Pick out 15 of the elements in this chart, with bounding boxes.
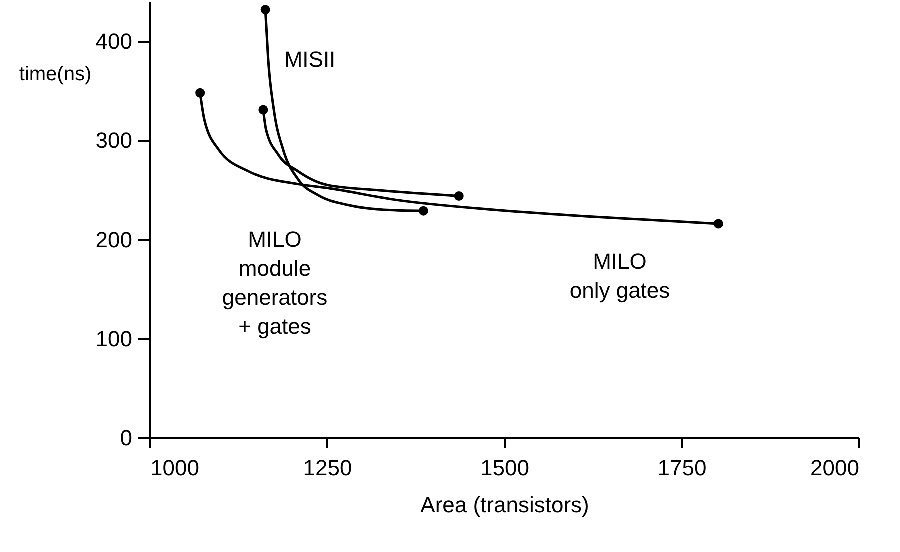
y-tick-label: 300 (96, 128, 132, 154)
y-tick-label: 0 (120, 426, 132, 450)
y-tick-label: 100 (96, 326, 132, 352)
x-tick-label: 1250 (303, 456, 352, 480)
y-axis-title: time(ns) (19, 64, 92, 86)
annotation: MISII (284, 47, 336, 72)
annotation: MILO only gates (570, 249, 670, 303)
annotation: MILO module generators + gates (222, 227, 328, 339)
x-tick-label: 2000 (810, 456, 860, 480)
y-tick-label: 200 (96, 227, 132, 252)
x-tick-label: 1500 (480, 456, 530, 480)
y-tick-label: 400 (96, 29, 132, 54)
x-tick-label: 1750 (658, 456, 707, 480)
x-tick-label: 1000 (150, 456, 200, 480)
x-axis-title: Area (transistors) (420, 492, 590, 518)
